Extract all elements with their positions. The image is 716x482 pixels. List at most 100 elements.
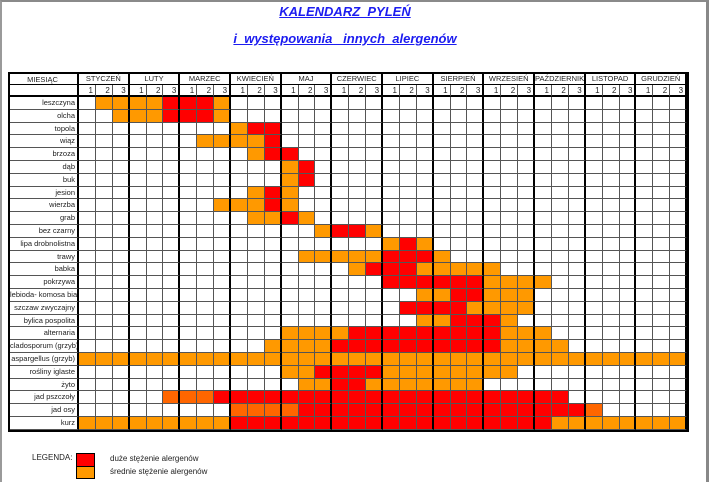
calendar-cell-medium [332,250,350,264]
calendar-cell-empty [399,288,417,302]
calendar-cell-empty [670,404,688,417]
calendar-cell-empty [349,160,367,174]
calendar-cell-empty [383,199,400,213]
calendar-cell-medium [399,378,417,392]
calendar-cell-empty [281,314,299,328]
calendar-cell-empty [366,173,384,187]
calendar-cell-empty [146,199,164,213]
calendar-cell-empty [281,122,299,136]
calendar-cell-high [366,327,384,341]
calendar-cell-medium [653,352,671,366]
calendar-cell-empty [95,160,113,174]
calendar-cell-empty [619,250,637,264]
calendar-cell-empty [585,186,603,200]
calendar-cell-empty [146,365,164,379]
allergen-label: wierzba [10,199,79,213]
calendar-cell-empty [467,224,485,238]
calendar-cell-empty [551,212,569,225]
calendar-cell-empty [315,301,333,315]
calendar-cell-empty [95,148,113,161]
month-header: STYCZEŃ [79,74,130,85]
calendar-cell-medium [484,276,502,289]
allergen-label: leszczyna [10,97,79,110]
calendar-cell-empty [163,186,181,200]
calendar-cell-empty [264,378,282,392]
calendar-cell-empty [180,173,198,187]
calendar-cell-high [247,416,265,430]
calendar-cell-high [399,404,417,417]
calendar-cell-empty [568,237,586,251]
calendar-cell-high [332,365,350,379]
calendar-cell-empty [112,404,130,417]
page-title: KALENDARZ PYLEŃ [279,4,411,19]
calendar-cell-medium [602,416,620,430]
calendar-cell-empty [585,288,603,302]
calendar-cell-empty [281,250,299,264]
calendar-cell-empty [214,148,232,161]
calendar-cell-empty [619,122,637,136]
calendar-cell-empty [247,314,265,328]
calendar-cell-empty [214,250,232,264]
calendar-cell-empty [315,199,333,213]
allergen-label: pokrzywa [10,276,79,289]
calendar-cell-empty [129,301,147,315]
calendar-cell-empty [95,404,113,417]
calendar-cell-medium [281,199,299,213]
calendar-cell-empty [450,97,468,110]
calendar-cell-high [315,391,333,405]
calendar-cell-empty [146,148,164,161]
calendar-cell-empty [298,135,316,149]
calendar-cell-medium [501,314,519,328]
calendar-cell-empty [585,263,603,277]
calendar-cell-empty [95,135,113,149]
calendar-cell-high [484,404,502,417]
calendar-cell-empty [670,199,688,213]
calendar-cell-empty [670,301,688,315]
calendar-cell-empty [231,301,248,315]
calendar-cell-medium [433,352,451,366]
calendar-cell-empty [79,250,96,264]
calendar-cell-empty [79,314,96,328]
calendar-cell-empty [129,186,147,200]
calendar-cell-empty [214,301,232,315]
calendar-cell-empty [298,199,316,213]
calendar-cell-empty [399,212,417,225]
calendar-cell-medium [163,352,181,366]
calendar-cell-empty [433,160,451,174]
calendar-cell-medium [214,352,232,366]
decade-number: 2 [197,85,215,97]
calendar-cell-empty [315,212,333,225]
calendar-cell-empty [568,173,586,187]
calendar-cell-empty [568,365,586,379]
calendar-cell-medium [264,352,282,366]
calendar-cell-empty [653,237,671,251]
calendar-cell-empty [129,148,147,161]
calendar-cell-empty [247,263,265,277]
calendar-cell-high [264,135,282,149]
calendar-cell-empty [467,160,485,174]
calendar-cell-empty [129,224,147,238]
calendar-cell-empty [433,224,451,238]
calendar-cell-empty [281,288,299,302]
calendar-cell-empty [79,391,96,405]
calendar-cell-empty [79,378,96,392]
calendar-cell-empty [383,160,400,174]
calendar-cell-medium [433,314,451,328]
calendar-cell-empty [180,237,198,251]
calendar-cell-empty [366,186,384,200]
calendar-cell-empty [129,199,147,213]
calendar-cell-empty [95,288,113,302]
calendar-cell-high [383,327,400,341]
calendar-cell-empty [653,391,671,405]
calendar-cell-empty [247,237,265,251]
calendar-cell-empty [636,173,654,187]
calendar-cell-medium [535,327,552,341]
calendar-cell-empty [450,173,468,187]
calendar-cell-empty [568,250,586,264]
calendar-cell-empty [433,148,451,161]
calendar-cell-empty [535,186,552,200]
calendar-cell-high [484,327,502,341]
calendar-cell-high [416,301,434,315]
calendar-cell-medium [146,352,164,366]
calendar-cell-empty [551,250,569,264]
